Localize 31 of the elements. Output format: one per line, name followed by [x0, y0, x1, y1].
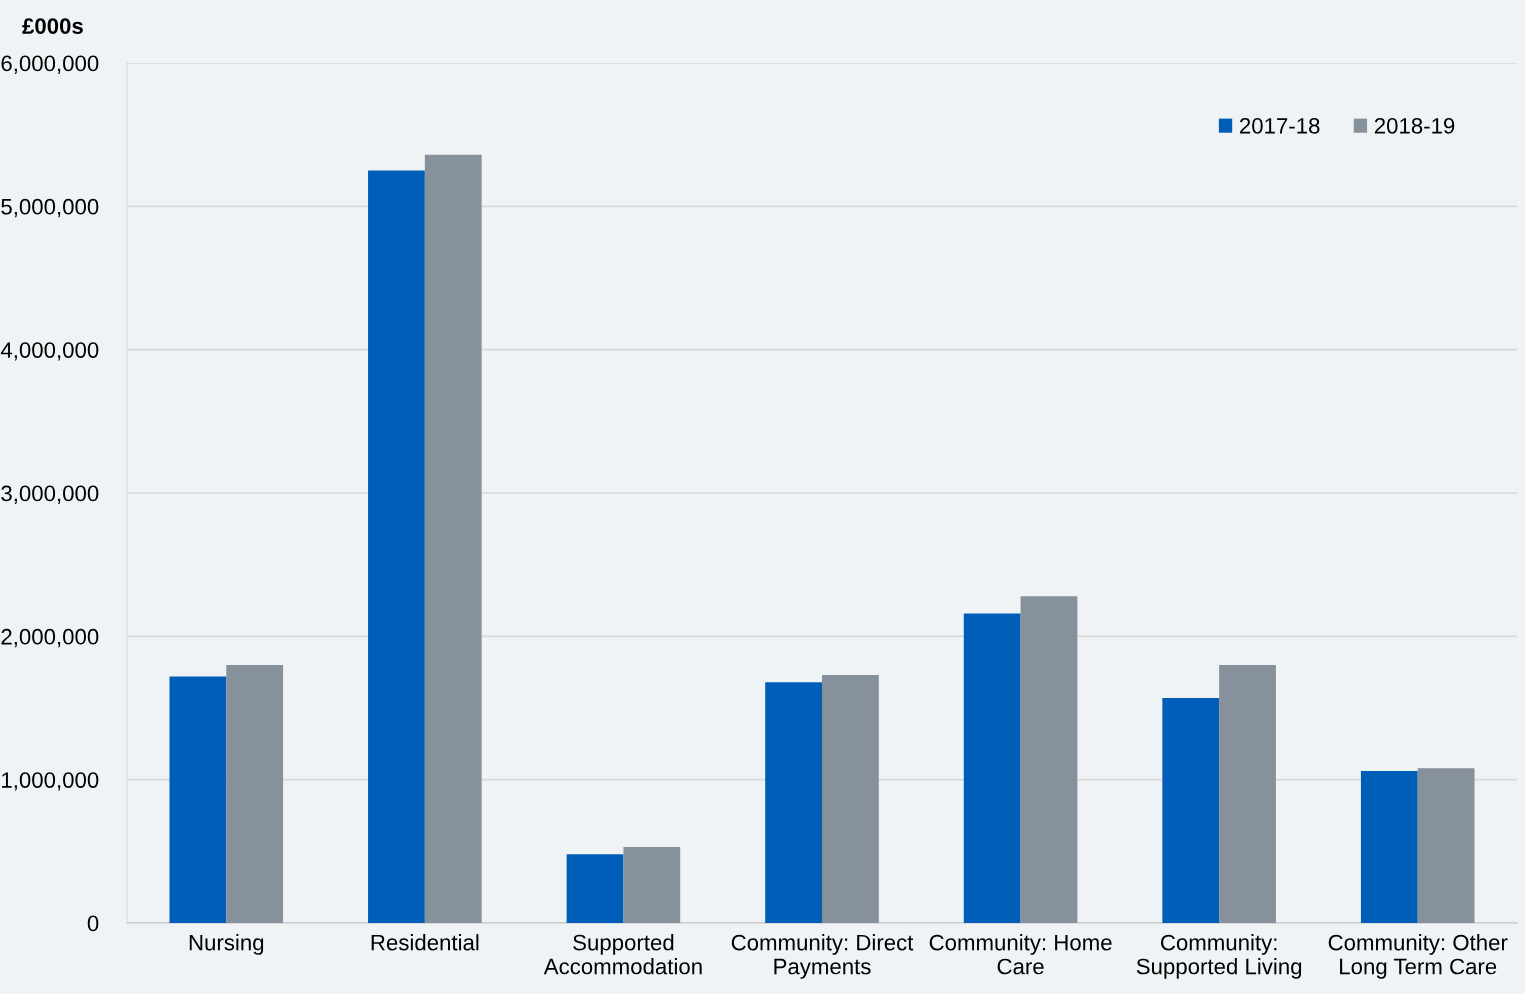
- bar: [1417, 768, 1475, 923]
- bar: [226, 665, 284, 923]
- bar: [169, 676, 227, 923]
- bar: [1020, 596, 1078, 923]
- bar: [765, 682, 822, 923]
- bar: [424, 154, 482, 923]
- legend-label: 2017-18: [1239, 117, 1320, 134]
- bar: [963, 613, 1021, 923]
- bar: [1360, 771, 1418, 923]
- y-tick-label: 3,000,000: [1, 485, 99, 504]
- legend-label: 2018-19: [1374, 117, 1455, 134]
- x-tick-label: Community: Other Long Term Care: [1328, 934, 1508, 979]
- y-tick-label: 2,000,000: [1, 628, 99, 648]
- x-tick-label: Community: Supported Living: [1136, 934, 1302, 979]
- y-axis-title: £000s: [22, 18, 83, 34]
- bar: [1162, 697, 1220, 923]
- y-tick-label: 5,000,000: [1, 198, 99, 218]
- y-tick-label: 6,000,000: [1, 55, 99, 74]
- x-tick-label: Supported Accommodation: [543, 934, 702, 975]
- x-tick-label: Community: Direct Payments: [731, 934, 914, 979]
- bar: [623, 847, 681, 923]
- bar: [822, 675, 879, 923]
- y-tick-label: 4,000,000: [0, 342, 99, 361]
- y-tick-label: 0: [87, 915, 99, 932]
- y-tick-label: 1,000,000: [2, 772, 99, 791]
- x-tick-label: Community: Home Care: [929, 934, 1112, 975]
- x-tick-label: Residential: [371, 934, 479, 951]
- x-tick-label: Nursing: [189, 934, 264, 955]
- bar: [1219, 665, 1276, 923]
- bar: [566, 854, 624, 923]
- bar: [368, 170, 425, 923]
